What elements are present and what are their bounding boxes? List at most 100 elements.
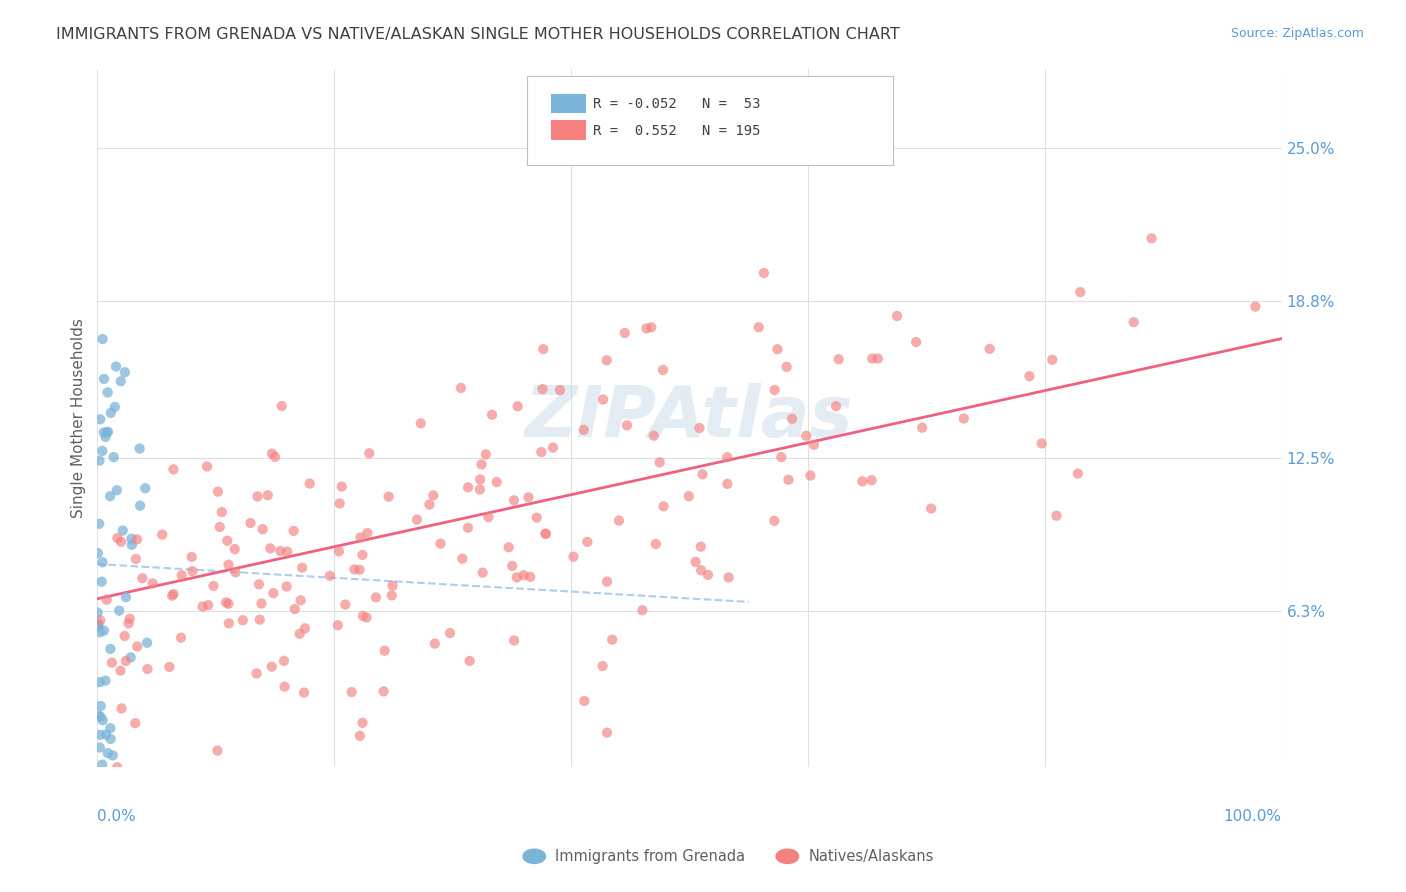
- Point: [246, 490, 269, 504]
- Point: [208, 520, 231, 534]
- Point: [1122, 315, 1144, 329]
- Point: [349, 563, 371, 577]
- Point: [851, 475, 873, 489]
- Point: [91, 713, 114, 727]
- Point: [87, 619, 110, 633]
- Point: [108, 604, 131, 618]
- Point: [600, 632, 623, 647]
- Point: [799, 468, 821, 483]
- Point: [97, 385, 120, 400]
- Point: [121, 538, 143, 552]
- Point: [485, 475, 508, 489]
- Point: [613, 326, 636, 340]
- Point: [652, 500, 675, 514]
- Point: [643, 428, 665, 442]
- Point: [406, 512, 429, 526]
- Point: [692, 467, 714, 482]
- Point: [794, 429, 817, 443]
- Point: [477, 510, 499, 524]
- Point: [468, 483, 491, 497]
- Point: [142, 576, 165, 591]
- Point: [131, 571, 153, 585]
- Point: [294, 621, 316, 635]
- Point: [636, 321, 658, 335]
- Point: [319, 568, 342, 582]
- Point: [273, 680, 295, 694]
- Point: [110, 374, 132, 388]
- Point: [697, 567, 720, 582]
- Point: [911, 420, 934, 434]
- Point: [766, 343, 789, 357]
- Point: [457, 480, 479, 494]
- Point: [110, 701, 132, 715]
- Text: R = -0.052   N =  53: R = -0.052 N = 53: [593, 97, 761, 112]
- Point: [335, 598, 357, 612]
- Point: [94, 673, 117, 688]
- Point: [89, 710, 111, 724]
- Point: [94, 430, 117, 444]
- Point: [127, 640, 149, 654]
- Point: [1031, 436, 1053, 450]
- Point: [326, 618, 349, 632]
- Point: [763, 514, 786, 528]
- Point: [359, 446, 381, 460]
- Point: [340, 685, 363, 699]
- Text: R =  0.552   N = 195: R = 0.552 N = 195: [593, 124, 761, 138]
- Point: [952, 411, 974, 425]
- Point: [224, 566, 246, 580]
- Point: [93, 624, 115, 638]
- Point: [576, 534, 599, 549]
- Point: [373, 684, 395, 698]
- Point: [530, 445, 553, 459]
- Point: [136, 662, 159, 676]
- Point: [770, 450, 793, 464]
- Point: [678, 489, 700, 503]
- Point: [162, 587, 184, 601]
- Point: [506, 399, 529, 413]
- Point: [170, 631, 193, 645]
- Text: Natives/Alaskans: Natives/Alaskans: [808, 849, 934, 863]
- Point: [498, 541, 520, 555]
- Point: [87, 546, 110, 560]
- Point: [1040, 352, 1063, 367]
- Point: [97, 746, 120, 760]
- Point: [224, 542, 246, 557]
- Point: [93, 425, 115, 440]
- Point: [118, 612, 141, 626]
- Point: [87, 708, 110, 723]
- Point: [517, 490, 540, 504]
- Point: [284, 602, 307, 616]
- Point: [89, 412, 111, 426]
- Point: [91, 555, 114, 569]
- Point: [503, 493, 526, 508]
- Point: [562, 549, 585, 564]
- Text: 100.0%: 100.0%: [1223, 809, 1281, 824]
- Point: [607, 514, 630, 528]
- Point: [181, 564, 204, 578]
- Point: [429, 536, 451, 550]
- Point: [423, 637, 446, 651]
- Point: [162, 462, 184, 476]
- Point: [115, 654, 138, 668]
- Point: [689, 540, 711, 554]
- Point: [101, 656, 124, 670]
- Point: [103, 450, 125, 464]
- Point: [1046, 508, 1069, 523]
- Point: [548, 383, 571, 397]
- Point: [377, 490, 399, 504]
- Point: [150, 527, 173, 541]
- Point: [89, 675, 111, 690]
- Point: [328, 544, 350, 558]
- Point: [262, 586, 284, 600]
- Point: [114, 629, 136, 643]
- Point: [716, 450, 738, 465]
- Point: [374, 643, 396, 657]
- Point: [217, 533, 239, 548]
- Point: [90, 574, 112, 589]
- Point: [89, 728, 111, 742]
- Point: [96, 425, 118, 440]
- Point: [1018, 369, 1040, 384]
- Point: [330, 480, 353, 494]
- Point: [596, 353, 619, 368]
- Point: [117, 616, 139, 631]
